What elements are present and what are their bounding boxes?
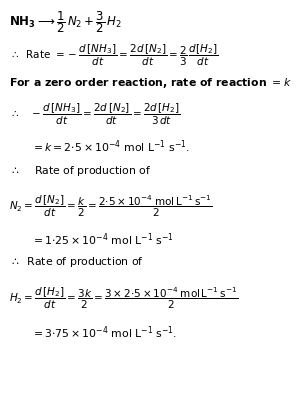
Text: $\therefore\;$ Rate $= -\dfrac{d\,[NH_3]}{dt} = \dfrac{2d\,[N_2]}{dt} = \dfrac{2: $\therefore\;$ Rate $= -\dfrac{d\,[NH_3]… [9, 43, 218, 68]
Text: $\therefore\quad -\dfrac{d\,[NH_3]}{dt} = \dfrac{2d\,[N_2]}{dt} = \dfrac{2d\,[H_: $\therefore\quad -\dfrac{d\,[NH_3]}{dt} … [9, 102, 181, 127]
Text: $\mathbf{NH_3} \longrightarrow \dfrac{1}{2}\,N_2 + \dfrac{3}{2}\,H_2$: $\mathbf{NH_3} \longrightarrow \dfrac{1}… [9, 9, 122, 35]
Text: For a zero order reaction, rate of reaction $= k$: For a zero order reaction, rate of react… [9, 76, 292, 90]
Text: $\therefore\quad$ Rate of production of: $\therefore\quad$ Rate of production of [9, 164, 152, 178]
Text: $= 3{\cdot}75 \times 10^{-4}$ mol L$^{-1}$ s$^{-1}$.: $= 3{\cdot}75 \times 10^{-4}$ mol L$^{-1… [31, 324, 177, 341]
Text: $N_2 = \dfrac{d\,[N_2]}{dt} = \dfrac{k}{2} = \dfrac{2{\cdot}5 \times 10^{-4}\;\m: $N_2 = \dfrac{d\,[N_2]}{dt} = \dfrac{k}{… [9, 194, 213, 219]
Text: $\therefore\;$ Rate of production of: $\therefore\;$ Rate of production of [9, 255, 144, 269]
Text: $H_2 = \dfrac{d\,[H_2]}{dt} = \dfrac{3k}{2} = \dfrac{3 \times 2{\cdot}5 \times 1: $H_2 = \dfrac{d\,[H_2]}{dt} = \dfrac{3k}… [9, 286, 238, 311]
Text: $= k = 2{\cdot}5 \times 10^{-4}$ mol L$^{-1}$ s$^{-1}$.: $= k = 2{\cdot}5 \times 10^{-4}$ mol L$^… [31, 139, 190, 155]
Text: $= 1{\cdot}25 \times 10^{-4}$ mol L$^{-1}$ s$^{-1}$: $= 1{\cdot}25 \times 10^{-4}$ mol L$^{-1… [31, 231, 174, 248]
